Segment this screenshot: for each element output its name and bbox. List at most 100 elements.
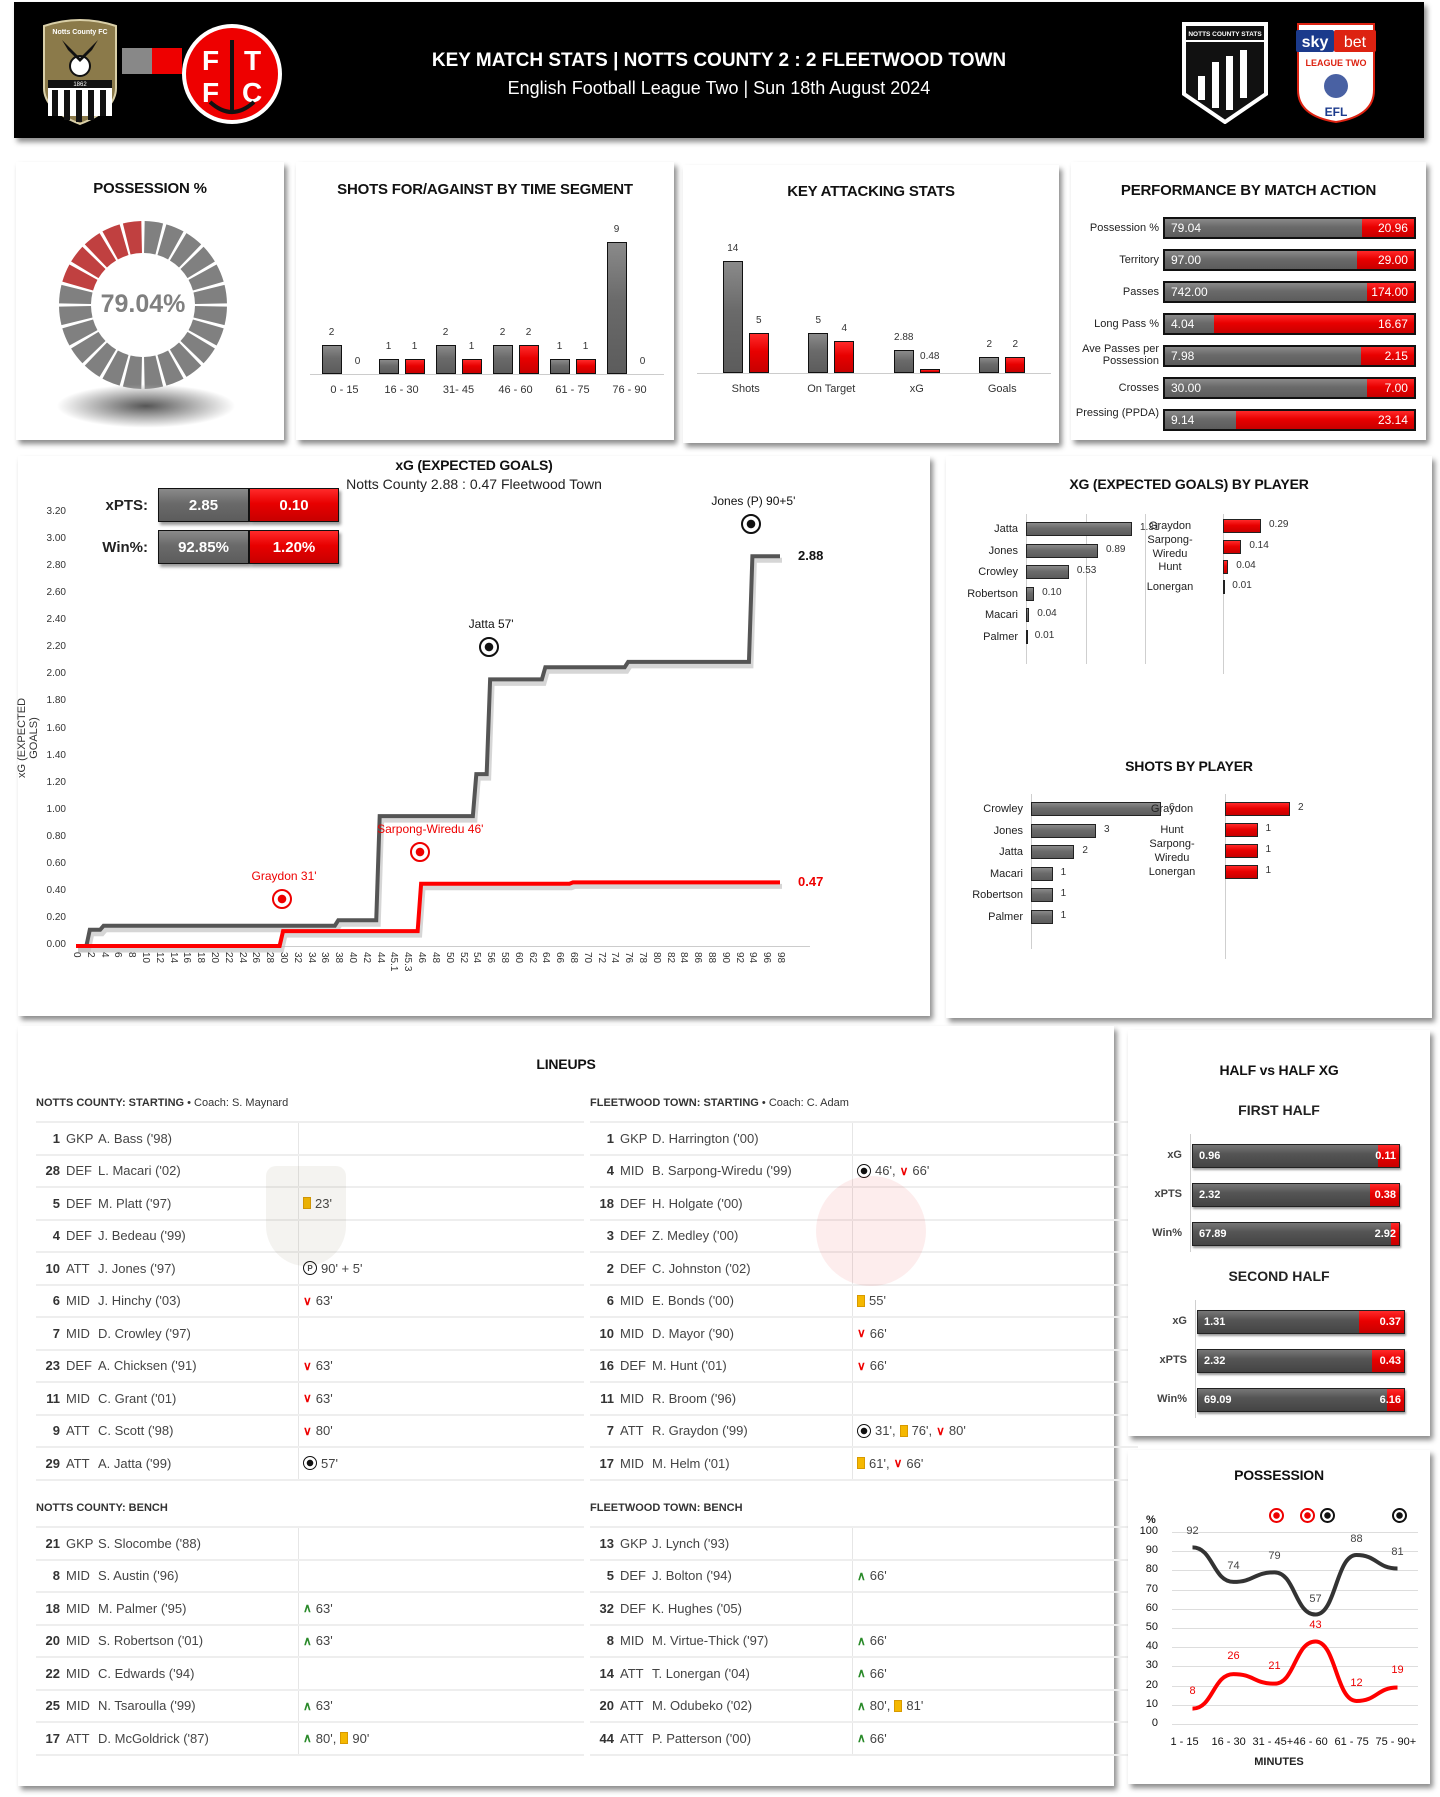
y-tick-label: 0 <box>1151 1717 1158 1729</box>
event-in: ∧ 63' <box>303 1601 333 1616</box>
donut-segment-home <box>62 319 98 346</box>
player-name: A. Jatta ('99) <box>98 1455 172 1471</box>
key-attacking-title: KEY ATTACKING STATS <box>787 183 955 200</box>
bar-home <box>492 344 513 374</box>
xg-lines <box>76 554 782 953</box>
player-bar-value: 0.29 <box>1269 519 1289 530</box>
possession-line-card: POSSESSION % 0 10 20 30 40 50 60 70 80 90 100 1 - 15… <box>1128 1450 1430 1784</box>
player-position: ATT <box>620 1423 644 1439</box>
event-in: ∧ 80', <box>857 1698 890 1713</box>
player-bar-away <box>1225 844 1258 858</box>
player-number: 16 <box>599 1358 614 1374</box>
lineup-row: 1 GKP A. Bass ('98) <box>36 1123 584 1156</box>
sub-in-icon: ∧ <box>303 1698 312 1713</box>
event-minute: 80' <box>315 1423 333 1439</box>
player-bar-value: 0.01 <box>1232 580 1252 591</box>
half-away-fill <box>1358 1311 1404 1333</box>
player-bar-value: 6 <box>1169 802 1175 813</box>
player-name: K. Hughes ('05) <box>652 1600 742 1616</box>
performance-label: Long Pass % <box>1094 318 1159 330</box>
y-tick-label: 90 <box>1145 1544 1158 1557</box>
shots-segment-title: SHOTS FOR/AGAINST BY TIME SEGMENT <box>337 181 633 198</box>
y-tick-label: 100 <box>1139 1525 1158 1537</box>
lineup-row: 28 DEF L. Macari ('02) <box>36 1155 584 1188</box>
player-bar-home <box>1031 845 1075 859</box>
performance-home-value: 7.98 <box>1165 347 1362 365</box>
half-row-label: xPTS <box>1154 1188 1182 1200</box>
lineup-row: 25 MID N. Tsaroulla ('99) ∧ 63' <box>36 1690 584 1723</box>
half-away-fill <box>1387 1389 1404 1411</box>
event-yellow: 76', <box>899 1423 932 1438</box>
away-bench-heading: FLEETWOOD TOWN: BENCH <box>590 1502 743 1514</box>
bar-away <box>404 359 425 374</box>
yellow-card-icon <box>899 1424 908 1437</box>
half-row-label: xG <box>1167 1149 1182 1161</box>
player-position: MID <box>66 1390 90 1406</box>
performance-row: Crosses 30.00 7.00 <box>1071 377 1426 401</box>
svg-text:NOTTS COUNTY STATS: NOTTS COUNTY STATS <box>1188 31 1262 38</box>
half-subtitle: FIRST HALF <box>1238 1102 1320 1118</box>
player-name: N. Tsaroulla ('99) <box>98 1698 196 1714</box>
lineup-row: 17 MID M. Helm ('01) 61', ∨ 66' <box>590 1448 1138 1481</box>
svg-text:1862: 1862 <box>73 82 87 88</box>
half-bar: 2.32 <box>1197 1349 1405 1373</box>
bar-home <box>606 242 627 374</box>
x-tick-label: 1 - 15 <box>1170 1736 1199 1748</box>
event-yellow: 81' <box>894 1698 923 1713</box>
x-tick-label: On Target <box>807 383 856 395</box>
player-name: Palmer <box>983 630 1018 643</box>
player-name: T. Lonergan ('04) <box>652 1665 750 1681</box>
player-name: P. Patterson ('00) <box>652 1730 752 1746</box>
performance-bar: 79.04 20.96 <box>1163 217 1416 239</box>
player-number: 32 <box>599 1600 614 1616</box>
donut-segment-home <box>102 350 129 386</box>
win-home: 92.85% <box>158 530 249 564</box>
performance-row: Long Pass % 4.04 16.67 <box>1071 313 1426 337</box>
player-position: MID <box>620 1325 644 1341</box>
event-in: ∧ 66' <box>857 1568 887 1583</box>
header-banner: 1862 Notts County FC F T F C KEY MATCH S… <box>14 2 1424 138</box>
lineup-row: 5 DEF M. Platt ('97) 23' <box>36 1188 584 1221</box>
notts-county-stats-logo-icon: NOTTS COUNTY STATS <box>1182 22 1268 124</box>
performance-bar: 742.00 174.00 <box>1163 281 1416 303</box>
grid-line <box>1172 1628 1418 1629</box>
bar-value-label: 2 <box>986 339 993 350</box>
player-events <box>298 1528 303 1559</box>
bar-home <box>321 344 342 374</box>
event-minute: 66' <box>912 1163 930 1179</box>
axis-line <box>1195 1300 1196 1418</box>
bar-value-label: 5 <box>815 315 822 326</box>
player-events: ∧ 66' <box>852 1560 887 1591</box>
goal-annotation: Graydon 31' <box>251 869 317 884</box>
player-name: Graydon <box>1150 803 1194 815</box>
player-bar-value: 1 <box>1060 866 1067 878</box>
event-minute: 63' <box>315 1358 333 1374</box>
possession-line-title: POSSESSION <box>1234 1467 1324 1483</box>
player-position: GKP <box>620 1535 648 1551</box>
page-title: KEY MATCH STATS | NOTTS COUNTY 2 : 2 FLE… <box>431 50 1007 71</box>
point-label: 26 <box>1227 1650 1240 1663</box>
player-position: ATT <box>66 1423 90 1439</box>
player-name: R. Broom ('96) <box>652 1390 737 1406</box>
performance-label: Ave Passes per Possession <box>1082 343 1159 367</box>
x-tick-label: 61 - 75 <box>555 384 590 396</box>
y-tick-label: 2.40 <box>46 614 66 626</box>
player-events <box>852 1123 857 1154</box>
event-out: ∨ 80' <box>936 1423 966 1438</box>
sub-in-icon: ∧ <box>303 1633 312 1648</box>
bar-home <box>979 357 1000 373</box>
player-number: 6 <box>52 1293 60 1309</box>
y-tick-label: 2.20 <box>46 641 66 653</box>
half-home-value: 0.96 <box>1193 1145 1378 1167</box>
player-events: 61', ∨ 66' <box>852 1448 923 1479</box>
event-in: ∧ 66' <box>857 1633 887 1648</box>
point-label: 79 <box>1268 1550 1281 1563</box>
yellow-card-icon <box>857 1294 865 1307</box>
player-name: Lonergan <box>1148 866 1196 878</box>
player-events: ∨ 66' <box>852 1350 887 1381</box>
bar-value-label: 0.48 <box>920 351 940 363</box>
player-bar-home <box>1031 866 1053 881</box>
player-events <box>852 1188 857 1219</box>
lineup-row: 11 MID C. Grant ('01) ∨ 63' <box>36 1383 584 1416</box>
svg-text:LEAGUE TWO: LEAGUE TWO <box>1306 58 1367 68</box>
